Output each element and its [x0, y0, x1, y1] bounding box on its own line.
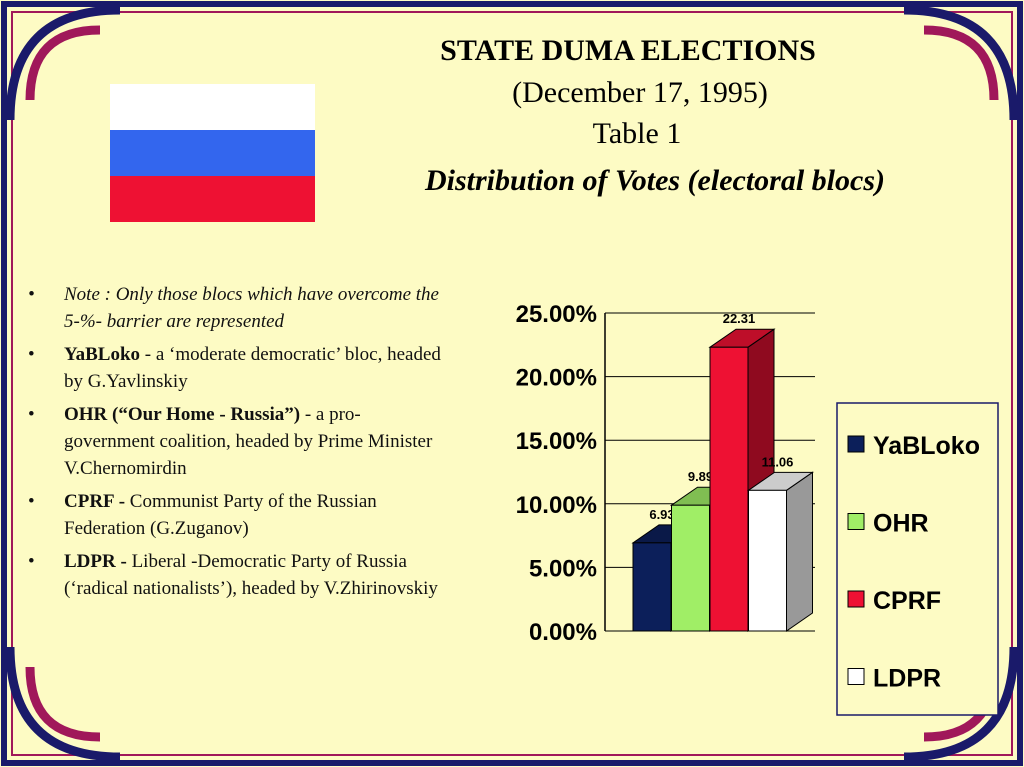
caption: Distribution of Votes (electoral blocs): [424, 164, 885, 197]
y-tick-label: 5.00%: [529, 555, 597, 582]
value-label: 9.89: [688, 469, 713, 484]
y-tick-label: 10.00%: [516, 492, 597, 519]
table-label: Table 1: [593, 117, 682, 150]
note-item: OHR (“Our Home - Russia”) - a pro-govern…: [28, 401, 448, 482]
bar: [671, 504, 710, 632]
value-label: 22.31: [723, 311, 756, 326]
note-term: YaBLoko: [64, 344, 141, 365]
legend-swatch: [847, 435, 865, 453]
bar: [709, 346, 749, 632]
legend-box: [836, 402, 999, 716]
note-term: OHR (“Our Home - Russia”): [64, 404, 301, 425]
bar-side: [786, 471, 813, 632]
title: STATE DUMA ELECTIONS: [440, 34, 816, 67]
y-tick-label: 15.00%: [516, 428, 597, 455]
legend-swatch: [847, 590, 865, 608]
note-item: CPRF - Communist Party of the Russian Fe…: [28, 488, 448, 542]
note-term: LDPR -: [64, 551, 127, 572]
note-item: Note : Only those blocs which have overc…: [28, 281, 448, 335]
y-tick-label: 20.00%: [516, 365, 597, 392]
note-text: Note : Only those blocs which have overc…: [64, 284, 439, 332]
note-item: YaBLoko - a ‘moderate democratic’ bloc, …: [28, 341, 448, 395]
y-tick-label: 25.00%: [516, 301, 597, 328]
note-item: LDPR - Liberal -Democratic Party of Russ…: [28, 548, 448, 602]
legend-label: YaBLoko: [873, 432, 980, 460]
bar: [748, 489, 787, 632]
value-label: 6.93: [649, 507, 674, 522]
note-text: Communist Party of the Russian Federatio…: [64, 491, 377, 539]
legend-label: LDPR: [873, 665, 941, 693]
border-inner: [11, 11, 1013, 756]
note-term: CPRF -: [64, 491, 126, 512]
y-tick-label: 0.00%: [529, 619, 597, 646]
bar: [632, 542, 672, 632]
value-label: 11.06: [762, 454, 794, 469]
legend-swatch: [847, 513, 865, 530]
note-text: - a pro-government coalition, headed by …: [64, 404, 433, 479]
note-text: - a ‘moderate democratic’ bloc, headed b…: [64, 344, 441, 392]
legend-swatch: [847, 668, 865, 685]
notes: Note : Only those blocs which have overc…: [28, 281, 448, 608]
flag: [110, 84, 315, 222]
subtitle: (December 17, 1995): [512, 76, 768, 109]
legend-label: OHR: [873, 510, 929, 538]
legend-label: CPRF: [873, 587, 941, 615]
note-text: Liberal -Democratic Party of Russia (‘ra…: [64, 551, 438, 599]
